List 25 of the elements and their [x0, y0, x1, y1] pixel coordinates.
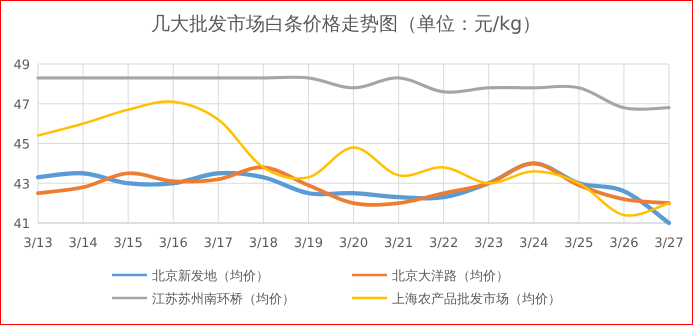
x-tick-label: 3/20 — [338, 236, 368, 251]
y-tick-label: 47 — [13, 98, 30, 113]
x-tick-label: 3/15 — [114, 236, 143, 251]
legend-label: 北京新发地（均价） — [152, 269, 269, 284]
x-tick-label: 3/24 — [519, 236, 548, 251]
x-tick-label: 3/18 — [248, 236, 278, 251]
x-tick-label: 3/23 — [474, 236, 504, 251]
x-tick-label: 3/13 — [23, 236, 53, 251]
y-tick-label: 43 — [13, 177, 30, 192]
legend-label: 北京大洋路（均价） — [392, 269, 509, 284]
x-tick-label: 3/14 — [68, 236, 98, 251]
legend-label: 上海农产品批发市场（均价） — [392, 292, 561, 307]
y-tick-label: 49 — [13, 58, 30, 73]
legend-label: 江苏苏州南环桥（均价） — [152, 292, 295, 307]
x-tick-label: 3/21 — [384, 236, 414, 251]
y-tick-label: 45 — [13, 138, 30, 152]
x-tick-label: 3/19 — [294, 236, 324, 251]
x-tick-label: 3/16 — [158, 236, 188, 251]
y-tick-label: 41 — [13, 217, 30, 232]
x-tick-label: 3/17 — [204, 236, 233, 251]
x-tick-label: 3/25 — [564, 236, 594, 251]
x-tick-label: 3/26 — [609, 236, 639, 251]
chart-title: 几大批发市场白条价格走势图（单位：元/kg） — [150, 13, 542, 35]
x-tick-label: 3/22 — [429, 236, 458, 251]
x-tick-label: 3/27 — [654, 236, 684, 251]
